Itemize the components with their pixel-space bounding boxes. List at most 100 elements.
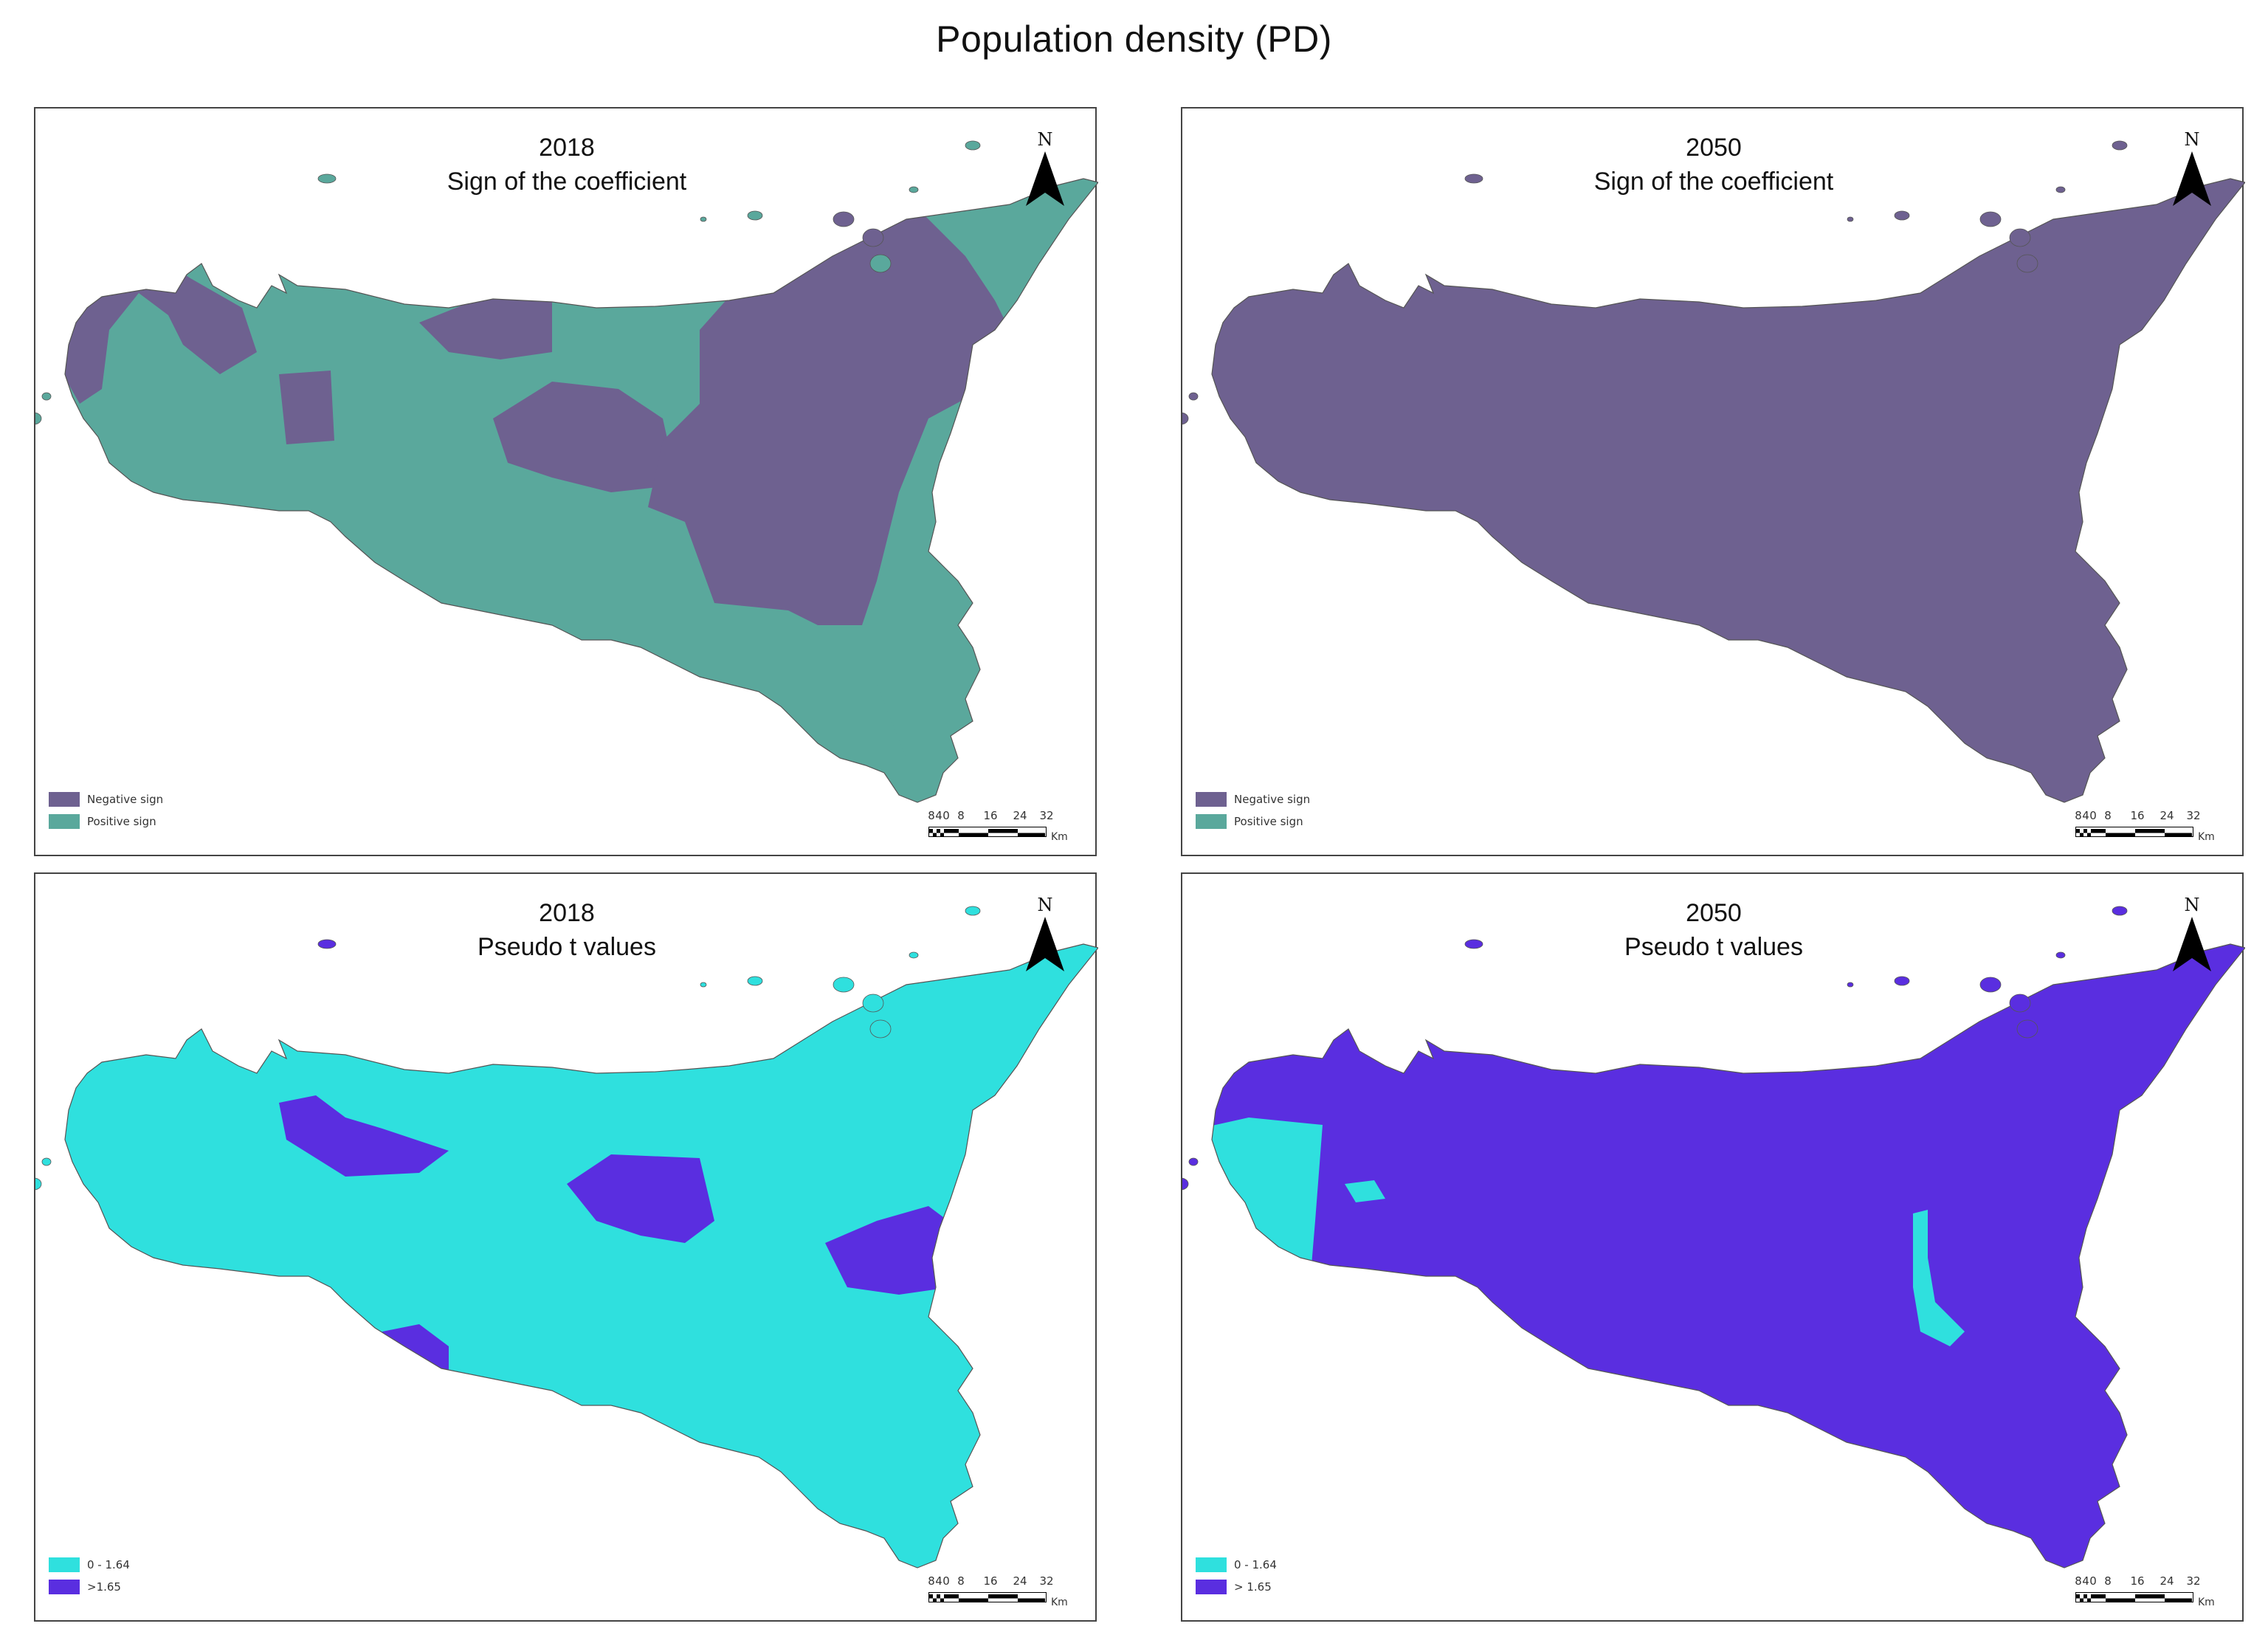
panel-subtitle: Pseudo t values bbox=[1624, 933, 1803, 961]
scale-tick-label: 8 bbox=[928, 1574, 935, 1588]
island bbox=[41, 392, 52, 401]
scale-tick-label: 0 bbox=[2089, 809, 2097, 822]
island bbox=[1464, 939, 1483, 949]
high-t-zone-south-coast bbox=[508, 1391, 545, 1442]
north-label: N bbox=[2184, 895, 2200, 915]
scale-tick-label: 4 bbox=[935, 1574, 942, 1588]
legend-swatch bbox=[1196, 814, 1227, 829]
panel-subtitle: Sign of the coefficient bbox=[447, 168, 687, 196]
scale-bar: 8 4 0 8 16 24 32 Km bbox=[2075, 1574, 2223, 1611]
north-arrow: N bbox=[1023, 895, 1067, 978]
legend-label: Negative sign bbox=[1234, 793, 1311, 806]
north-arrow: N bbox=[2170, 129, 2214, 213]
scale-tick-label: 24 bbox=[2160, 1574, 2174, 1588]
high-t-zone-northwest bbox=[279, 1095, 449, 1177]
north-arrow-icon bbox=[2173, 917, 2211, 971]
island bbox=[1182, 412, 1189, 425]
high-t-zone-east bbox=[825, 1206, 958, 1295]
sicily-coastline bbox=[64, 943, 1098, 1568]
legend-swatch bbox=[49, 814, 80, 829]
low-t-zone-west bbox=[1212, 1118, 1323, 1309]
island bbox=[869, 1019, 892, 1039]
panel-title: 2018 Pseudo t values bbox=[35, 896, 1098, 964]
negative-zone-north-central bbox=[419, 293, 552, 359]
map-legend: 0 - 1.64 > 1.65 bbox=[1196, 1554, 1277, 1598]
scale-tick-label: 24 bbox=[1013, 1574, 1027, 1588]
legend-item: Negative sign bbox=[49, 788, 163, 810]
map-canvas bbox=[1182, 140, 2245, 803]
legend-swatch bbox=[49, 1580, 80, 1594]
island bbox=[833, 977, 855, 993]
island bbox=[2009, 994, 2031, 1013]
island bbox=[833, 211, 855, 227]
scale-tick-label: 0 bbox=[942, 809, 950, 822]
legend-item: >1.65 bbox=[49, 1576, 130, 1598]
panel-title: 2018 Sign of the coefficient bbox=[35, 131, 1098, 199]
island bbox=[35, 412, 42, 425]
sicily-coastline bbox=[1211, 943, 2245, 1568]
legend-label: 0 - 1.64 bbox=[1234, 1558, 1277, 1571]
legend-item: Negative sign bbox=[1196, 788, 1310, 810]
island bbox=[1188, 1157, 1199, 1166]
legend-item: Positive sign bbox=[1196, 810, 1310, 833]
legend-item: Positive sign bbox=[49, 810, 163, 833]
scale-labels: 8 4 0 8 16 24 32 bbox=[928, 1574, 1054, 1589]
island bbox=[1847, 216, 1854, 222]
scale-tick-label: 4 bbox=[2082, 1574, 2089, 1588]
panel-year: 2050 bbox=[1686, 134, 1742, 162]
scale-tick-label: 16 bbox=[2130, 809, 2145, 822]
scale-tick-label: 8 bbox=[957, 809, 965, 822]
map-canvas bbox=[35, 906, 1098, 1568]
scale-tick-label: 8 bbox=[957, 1574, 965, 1588]
island bbox=[869, 254, 892, 273]
north-arrow-icon bbox=[2173, 151, 2211, 206]
low-t-zone-northwest bbox=[1345, 1180, 1385, 1202]
sicily-region bbox=[65, 179, 1098, 802]
scale-bar-graphic bbox=[2075, 827, 2193, 837]
low-t-zone-central bbox=[1913, 1210, 1965, 1346]
island bbox=[1979, 977, 2002, 993]
panel-subtitle: Pseudo t values bbox=[478, 933, 656, 961]
sicily-region bbox=[65, 944, 1098, 1568]
legend-label: >1.65 bbox=[87, 1580, 121, 1594]
minor-islands bbox=[35, 140, 981, 425]
island bbox=[1894, 976, 1910, 986]
scale-tick-label: 8 bbox=[2104, 1574, 2112, 1588]
scale-bar: 8 4 0 8 16 24 32 Km bbox=[2075, 809, 2223, 846]
island bbox=[2016, 1019, 2038, 1039]
panel-year: 2050 bbox=[1686, 899, 1742, 927]
island bbox=[965, 140, 981, 151]
sicily-region bbox=[1212, 944, 2245, 1568]
legend-label: Negative sign bbox=[87, 793, 164, 806]
scale-tick-label: 32 bbox=[2186, 809, 2201, 822]
scale-tick-label: 0 bbox=[942, 1574, 950, 1588]
scale-tick-label: 32 bbox=[1039, 809, 1054, 822]
north-arrow-icon bbox=[1026, 917, 1064, 971]
north-label: N bbox=[1037, 895, 1053, 915]
scale-unit: Km bbox=[1051, 1597, 1068, 1608]
panel-title: 2050 Pseudo t values bbox=[1182, 896, 2245, 964]
legend-label: Positive sign bbox=[87, 815, 156, 828]
minor-islands bbox=[1182, 906, 2128, 1191]
sicily-coastline bbox=[1211, 178, 2245, 803]
map-panel-2018-sign: 2018 Sign of the coefficient N Negative … bbox=[34, 107, 1098, 856]
island bbox=[1188, 392, 1199, 401]
island bbox=[1894, 210, 1910, 221]
panel-year: 2018 bbox=[539, 899, 595, 927]
scale-unit: Km bbox=[1051, 831, 1068, 843]
scale-tick-label: 16 bbox=[2130, 1574, 2145, 1588]
map-canvas bbox=[1182, 906, 2245, 1568]
scale-bar-graphic bbox=[2075, 1592, 2193, 1602]
scale-unit: Km bbox=[2198, 1597, 2215, 1608]
island bbox=[862, 228, 884, 247]
scale-tick-label: 8 bbox=[928, 809, 935, 822]
island bbox=[35, 1177, 42, 1191]
legend-label: Positive sign bbox=[1234, 815, 1303, 828]
scale-tick-label: 24 bbox=[1013, 809, 1027, 822]
island bbox=[317, 939, 337, 949]
scale-labels: 8 4 0 8 16 24 32 bbox=[2075, 809, 2201, 824]
island bbox=[747, 210, 763, 221]
island bbox=[700, 982, 707, 988]
legend-label: > 1.65 bbox=[1234, 1580, 1272, 1594]
